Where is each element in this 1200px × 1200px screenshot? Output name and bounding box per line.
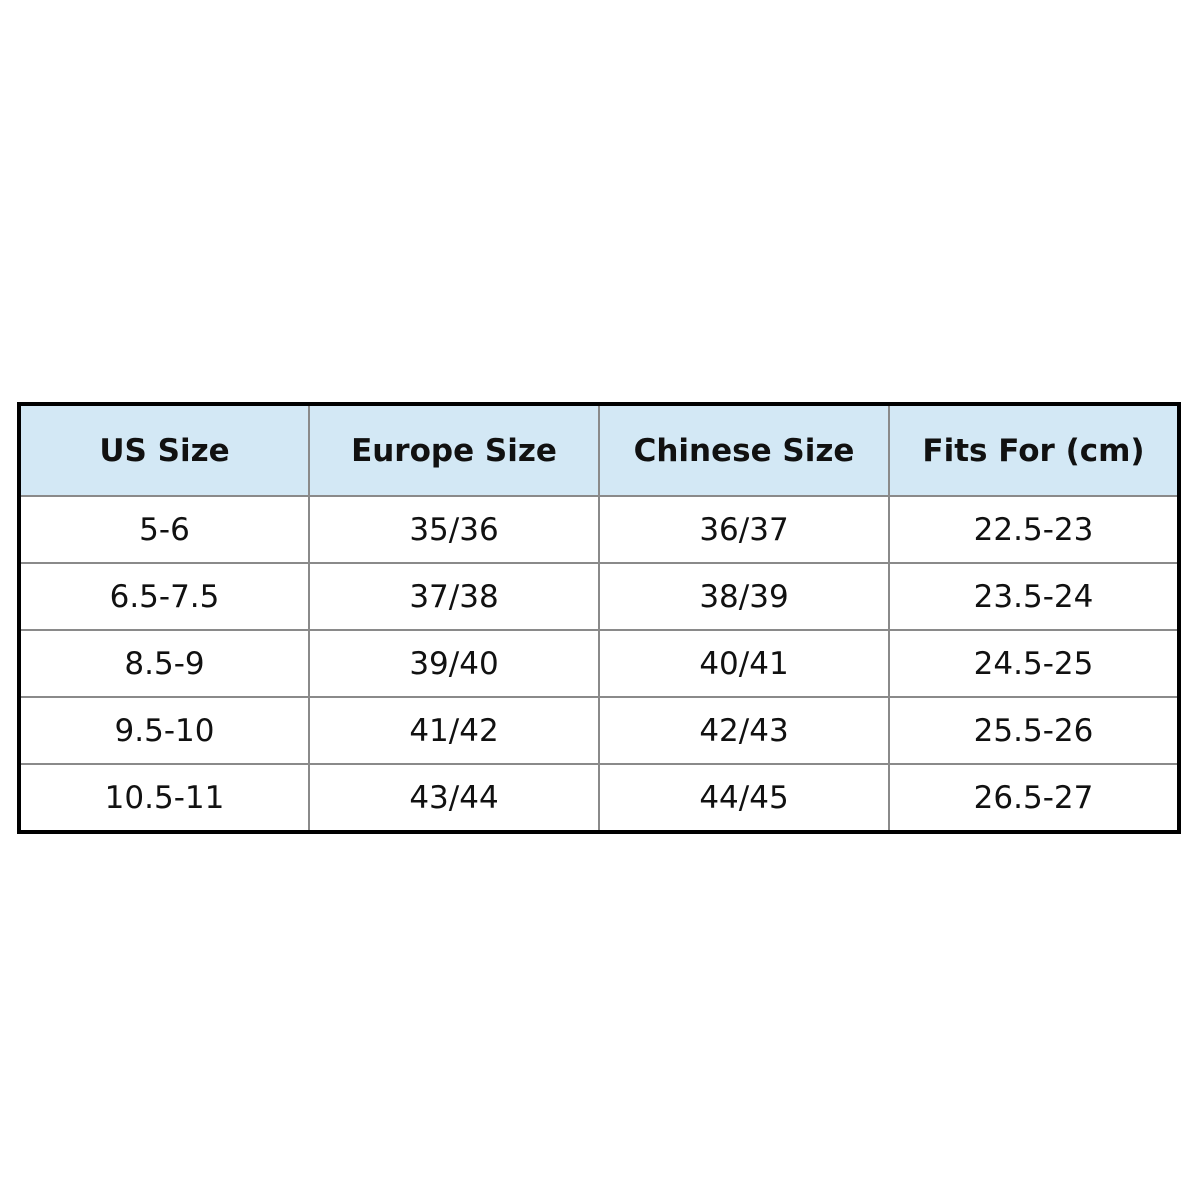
table-row: 6.5-7.5 37/38 38/39 23.5-24 bbox=[18, 562, 1180, 631]
table-cell: 25.5-26 bbox=[888, 696, 1180, 765]
header-fits-for: Fits For (cm) bbox=[888, 403, 1180, 497]
table-cell: 9.5-10 bbox=[18, 696, 310, 765]
table-cell: 35/36 bbox=[308, 495, 600, 564]
table-cell: 6.5-7.5 bbox=[18, 562, 310, 631]
table-cell: 39/40 bbox=[308, 629, 600, 698]
table-row: 9.5-10 41/42 42/43 25.5-26 bbox=[18, 696, 1180, 765]
header-chinese-size: Chinese Size bbox=[598, 403, 890, 497]
table-cell: 23.5-24 bbox=[888, 562, 1180, 631]
header-europe-size: Europe Size bbox=[308, 403, 600, 497]
table-cell: 36/37 bbox=[598, 495, 890, 564]
table-cell: 43/44 bbox=[308, 763, 600, 833]
table-row: 5-6 35/36 36/37 22.5-23 bbox=[18, 495, 1180, 564]
table-cell: 44/45 bbox=[598, 763, 890, 833]
table-row: 8.5-9 39/40 40/41 24.5-25 bbox=[18, 629, 1180, 698]
table-cell: 8.5-9 bbox=[18, 629, 310, 698]
header-row: US Size Europe Size Chinese Size Fits Fo… bbox=[18, 403, 1180, 497]
table-cell: 40/41 bbox=[598, 629, 890, 698]
table-cell: 41/42 bbox=[308, 696, 600, 765]
table-row: 10.5-11 43/44 44/45 26.5-27 bbox=[18, 763, 1180, 833]
table-cell: 38/39 bbox=[598, 562, 890, 631]
table-cell: 42/43 bbox=[598, 696, 890, 765]
table-cell: 10.5-11 bbox=[18, 763, 310, 833]
table-cell: 26.5-27 bbox=[888, 763, 1180, 833]
table-cell: 24.5-25 bbox=[888, 629, 1180, 698]
table-cell: 5-6 bbox=[18, 495, 310, 564]
header-us-size: US Size bbox=[18, 403, 310, 497]
table-cell: 22.5-23 bbox=[888, 495, 1180, 564]
table-cell: 37/38 bbox=[308, 562, 600, 631]
size-chart-table: US Size Europe Size Chinese Size Fits Fo… bbox=[17, 402, 1181, 834]
